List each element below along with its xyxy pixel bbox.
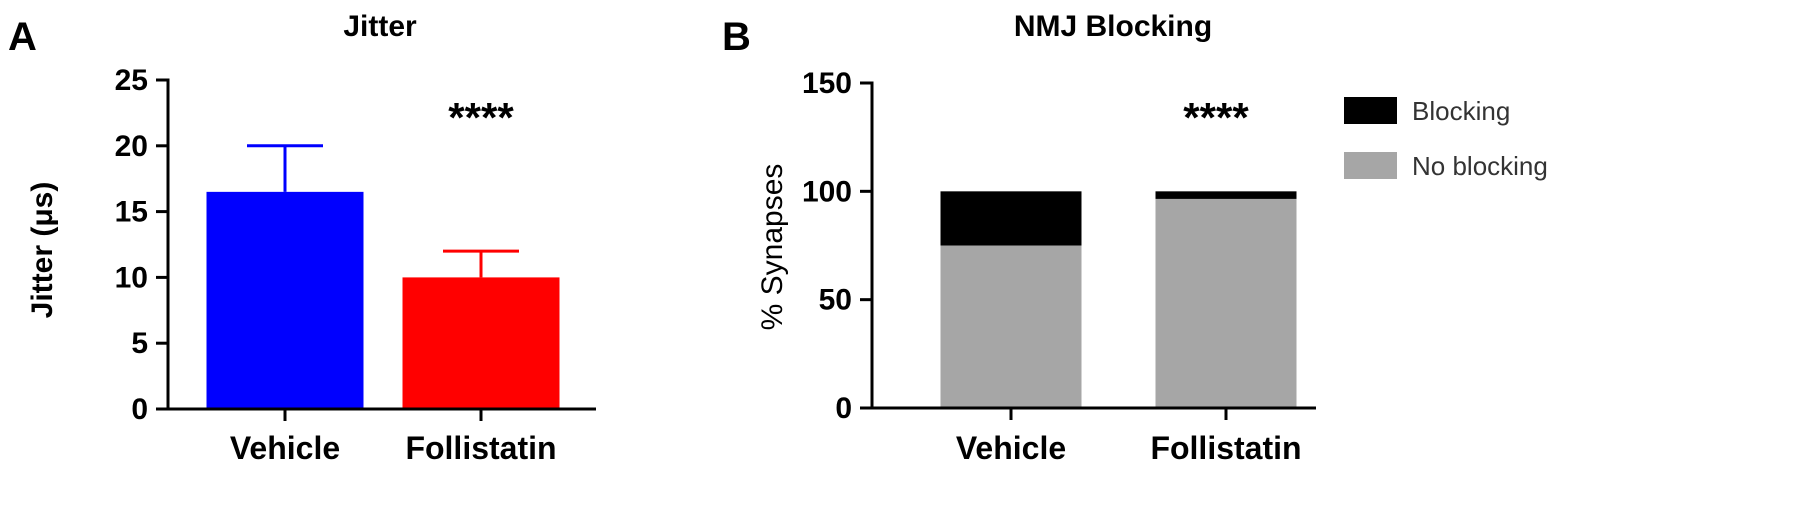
panel-b-x-tick-label: Vehicle [956,430,1066,466]
panel-b-bar-vehicle-no-blocking [940,245,1082,408]
panel-b-bars [940,191,1297,408]
panel-a-bar-vehicle [206,191,364,409]
panel-a-y-tick-label: 20 [115,130,148,163]
panel-b-y-tick-label: 100 [802,175,852,208]
panel-a-y-ticks: 0 5 10 15 20 25 [115,64,168,426]
panel-a-error-bars [247,144,519,278]
panel-a-bars [206,191,560,409]
panel-b-legend: Blocking No blocking [1344,96,1548,181]
panel-a-bar-follistatin [402,277,560,409]
panel-b-legend-label: Blocking [1412,96,1510,126]
panel-b-bar-follistatin-no-blocking [1155,198,1297,408]
panel-a-y-tick-label: 5 [131,327,148,360]
panel-a-y-tick-label: 25 [115,64,148,97]
panel-b-y-ticks: 0 50 100 150 [802,67,872,425]
panel-b-legend-swatch [1344,152,1397,179]
panel-a-x-ticks: Vehicle Follistatin [230,409,557,466]
panel-a-x-tick-label: Follistatin [405,430,556,466]
panel-b-legend-label: No blocking [1412,151,1548,181]
panel-b-legend-swatch [1344,97,1397,124]
panel-b-x-ticks: Vehicle Follistatin [956,408,1302,466]
panel-b-x-tick-label: Follistatin [1150,430,1301,466]
panel-b-bar-vehicle-blocking [940,191,1082,246]
panel-b-y-axis-title: % Synapses [756,164,789,331]
panel-b-y-tick-label: 0 [835,392,852,425]
panel-a-x-tick-label: Vehicle [230,430,340,466]
panel-a-y-tick-label: 10 [115,261,148,294]
panel-a: A Jitter Jitter (μs) 0 5 10 15 20 25 Vehicle F… [8,10,596,466]
panel-a-title: Jitter [343,10,417,43]
panel-a-y-tick-label: 0 [131,393,148,426]
panel-a-letter: A [8,15,37,59]
panel-b-bar-follistatin-blocking [1155,191,1297,199]
panel-a-significance: **** [448,94,514,141]
panel-a-y-tick-label: 15 [115,196,148,229]
panel-b-y-tick-label: 150 [802,67,852,100]
panel-b-significance: **** [1183,94,1249,141]
panel-b-title: NMJ Blocking [1014,10,1212,43]
panel-b: B NMJ Blocking % Synapses 0 50 100 150 Vehi… [722,10,1548,466]
panel-b-y-tick-label: 50 [819,284,852,317]
panel-a-y-axis-title: Jitter (μs) [26,182,59,319]
panel-b-letter: B [722,15,751,59]
